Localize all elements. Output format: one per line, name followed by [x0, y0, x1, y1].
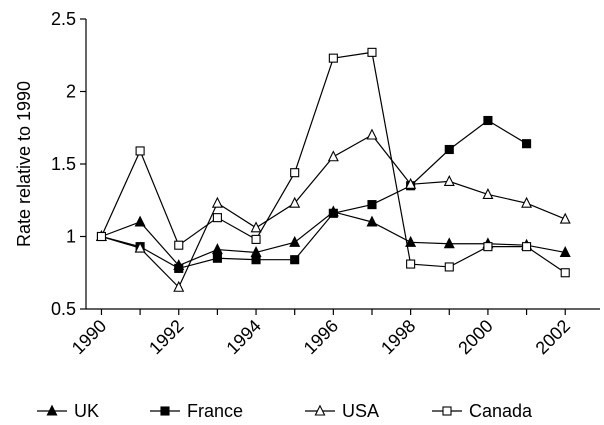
series-line-canada	[100, 51, 566, 274]
data-point-canada-marker	[560, 268, 570, 278]
legend-item-uk: UK	[37, 401, 99, 421]
legend-label-uk: UK	[74, 401, 99, 421]
data-point-usa-marker	[521, 196, 533, 208]
data-point-uk-marker	[134, 215, 146, 227]
data-point-france-marker	[522, 139, 532, 149]
legend-label-france: France	[187, 401, 243, 421]
y-tick-label: 2	[66, 82, 76, 102]
x-axis-ticks: 1990 1992 1994 1996 1998 2000 2002	[68, 309, 574, 358]
series-layer	[95, 47, 571, 292]
data-point-france-marker	[174, 263, 184, 273]
legend: UK France USA Canada	[37, 401, 533, 421]
legend-item-usa: USA	[305, 401, 379, 421]
y-axis-ticks: 0.5 1 1.5 2 2.5	[51, 9, 86, 319]
data-point-canada-marker	[367, 47, 377, 57]
data-point-usa-marker	[173, 280, 185, 292]
data-point-usa-marker	[134, 241, 146, 253]
x-tick-label: 2002	[532, 316, 574, 358]
data-point-usa-marker	[327, 150, 339, 162]
data-point-canada-marker	[444, 262, 454, 272]
data-point-uk-marker	[289, 235, 301, 247]
legend-france-marker	[160, 406, 170, 416]
data-point-usa-marker	[250, 221, 262, 233]
data-point-france-marker	[212, 253, 222, 263]
data-point-uk-marker	[443, 237, 455, 249]
x-tick-label: 1994	[222, 316, 264, 358]
data-point-france-marker	[367, 200, 377, 210]
y-tick-label: 1	[66, 227, 76, 247]
legend-uk-marker	[46, 404, 58, 416]
data-point-france-marker	[251, 255, 261, 265]
data-point-usa-marker	[559, 212, 571, 224]
series-france	[96, 115, 532, 273]
x-tick-label: 1996	[300, 316, 342, 358]
data-point-uk-marker	[366, 215, 378, 227]
data-point-usa-marker	[289, 196, 301, 208]
data-point-usa-marker	[211, 196, 223, 208]
data-point-usa-marker	[405, 177, 417, 189]
series-canada	[96, 47, 570, 278]
legend-item-france: France	[150, 401, 243, 421]
data-point-france-marker	[290, 255, 300, 265]
data-point-canada-marker	[251, 234, 261, 244]
y-axis-title: Rate relative to 1990	[14, 81, 34, 247]
data-point-uk-marker	[559, 246, 571, 258]
x-tick-label: 1990	[68, 316, 110, 358]
data-point-canada-marker	[328, 53, 338, 63]
legend-item-canada: Canada	[432, 401, 533, 421]
y-tick-label: 2.5	[51, 9, 76, 29]
x-tick-label: 2000	[454, 316, 496, 358]
x-tick-label: 1992	[145, 316, 187, 358]
series-usa	[95, 128, 571, 292]
data-point-canada-marker	[212, 213, 222, 223]
legend-usa-marker	[314, 404, 326, 416]
data-point-usa-marker	[482, 188, 494, 199]
legend-label-usa: USA	[342, 401, 379, 421]
data-point-canada-marker	[483, 242, 493, 252]
y-tick-label: 0.5	[51, 299, 76, 319]
data-point-france-marker	[328, 208, 338, 218]
series-line-france	[101, 119, 527, 270]
y-tick-label: 1.5	[51, 154, 76, 174]
data-point-canada-marker	[290, 168, 300, 178]
data-point-france-marker	[444, 144, 454, 155]
legend-label-canada: Canada	[469, 401, 533, 421]
data-point-uk-marker	[211, 243, 223, 255]
series-line-uk	[101, 211, 566, 267]
data-point-canada-marker	[135, 146, 145, 156]
x-tick-label: 1998	[377, 316, 419, 358]
legend-canada-marker	[442, 406, 452, 416]
data-point-uk-marker	[405, 235, 417, 247]
data-point-canada-marker	[96, 231, 107, 242]
data-point-canada-marker	[406, 259, 416, 269]
data-point-usa-marker	[443, 174, 455, 186]
data-point-canada-marker	[522, 242, 532, 252]
data-point-france-marker	[483, 115, 493, 126]
data-point-usa-marker	[366, 128, 378, 140]
data-point-canada-marker	[174, 240, 184, 250]
